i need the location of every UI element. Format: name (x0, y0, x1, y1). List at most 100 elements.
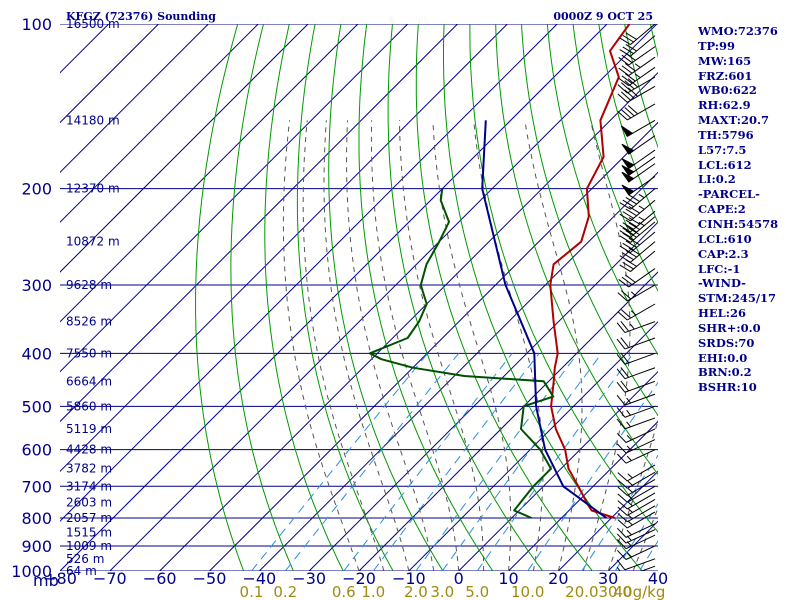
wind-barb (617, 499, 656, 516)
wind-barb-staff (630, 24, 656, 45)
isotherm-line (308, 221, 658, 571)
wind-barb-full-flag (621, 276, 633, 286)
wind-barb-full-flag (621, 65, 633, 74)
mixing-ratio-label: 0.1 (240, 583, 264, 600)
wind-barb-full-flag (628, 227, 640, 236)
temperature-tick-label: −50 (193, 569, 227, 588)
wind-barb-half-flag (626, 397, 631, 404)
wind-barb-full-flag (619, 235, 631, 243)
dry-adiabat-line (415, 24, 594, 571)
wind-barb-half-flag (630, 291, 637, 297)
wind-barb (619, 35, 656, 57)
wind-barb (617, 492, 656, 510)
wind-barb-full-flag (622, 211, 634, 219)
temperature-tick-label: 0 (454, 569, 464, 588)
dry-adiabat-line (495, 24, 658, 476)
wind-barb-full-flag (622, 227, 634, 236)
wind-barb-staff (624, 337, 656, 350)
moist-adiabat-line (432, 120, 512, 571)
wind-barb-staff (625, 439, 656, 454)
moist-adiabat-line (370, 120, 460, 571)
wind-barb (619, 250, 656, 272)
wind-barb-full-flag (620, 367, 630, 378)
parameter-line: LCL:612 (698, 157, 752, 172)
wind-barbs (616, 24, 656, 571)
wind-barb-full-flag (618, 67, 630, 76)
wind-barb-full-flag (628, 247, 640, 255)
wind-barb-staff (624, 393, 656, 406)
pressure-tick-label: 500 (21, 397, 52, 416)
wind-barb-staff (627, 85, 656, 103)
dry-adiabat-line (546, 24, 658, 356)
wind-barb (616, 352, 656, 365)
wind-barb-full-flag (627, 105, 639, 115)
temperature-tick-label: −40 (242, 569, 276, 588)
height-label: 64 m (66, 564, 97, 578)
mixing-ratio-label: 10.0 (511, 583, 544, 600)
wind-barb-full-flag (618, 279, 630, 288)
wind-barb-full-flag (619, 264, 631, 272)
isotherm-line (109, 24, 658, 571)
wind-barb-full-flag (621, 54, 633, 64)
sounding-profiles (368, 24, 631, 519)
wind-barb-full-flag (617, 472, 628, 482)
height-label: 5119 m (66, 422, 112, 436)
pressure-tick-label: 700 (21, 477, 52, 496)
mixing-ratio-label: 40g/kg (614, 583, 666, 600)
wind-barb-staff (627, 485, 656, 503)
dry-adiabat-line (296, 24, 394, 571)
wind-barb-full-flag (628, 222, 640, 230)
wind-barb-full-flag (617, 292, 628, 302)
wind-barb-full-flag (620, 91, 632, 101)
parameter-line: TP:99 (698, 38, 736, 53)
parameter-line: L57:7.5 (698, 142, 747, 157)
wind-barb-staff (627, 103, 656, 121)
wind-barb-full-flag (618, 77, 630, 87)
wind-barb (616, 380, 656, 393)
wind-barb-full-flag (617, 479, 628, 489)
wind-barb (617, 85, 656, 103)
wind-barb-staff (628, 46, 656, 66)
mixing-ratio-line (441, 353, 603, 571)
wind-barb (616, 565, 656, 571)
wind-barb-staff (625, 449, 656, 464)
isotherm-line (60, 24, 508, 473)
wind-barb-full-flag (622, 199, 634, 208)
wind-barb-full-flag (616, 368, 626, 379)
wind-barb-full-flag (625, 225, 637, 233)
wind-barb-full-flag (617, 111, 628, 121)
wind-barb-staff (627, 505, 656, 523)
wind-barb-staff (624, 417, 656, 430)
wind-barb-full-flag (625, 219, 637, 228)
wind-barb-staff (625, 545, 656, 560)
wind-barb-half-flag (626, 529, 632, 536)
wind-barb-full-flag (624, 73, 636, 82)
height-label: 1515 m (66, 525, 112, 539)
mixing-ratio-label: 2.0 (404, 583, 428, 600)
temperature-tick-label: −70 (93, 569, 127, 588)
wind-barb-full-flag (617, 84, 628, 94)
wind-barb (616, 545, 656, 560)
wind-barb (616, 393, 656, 406)
wind-barb-full-flag (620, 380, 630, 392)
mixing-ratio-line (284, 352, 460, 571)
pressure-unit-label: mb (33, 571, 59, 590)
isotherm-line (60, 24, 209, 174)
parameter-line: RH:62.9 (698, 98, 751, 113)
wind-barb-half-flag (638, 216, 645, 221)
wind-barb-full-flag (622, 222, 634, 230)
wind-barb-full-flag (625, 43, 637, 52)
temperature-tick-label: −20 (342, 569, 376, 588)
wind-barb-full-flag (617, 506, 628, 516)
wind-barb-staff (630, 35, 656, 57)
wind-barb-staff (630, 221, 656, 243)
isotherm-line (60, 24, 409, 373)
wind-barb-half-flag (630, 323, 635, 330)
wind-barb-full-flag (625, 250, 637, 258)
parameter-line: SRDS:70 (698, 335, 755, 350)
wind-barb-full-flag (620, 309, 632, 319)
wind-barb-full-flag (617, 93, 628, 103)
height-label: 9628 m (66, 278, 112, 292)
wind-barb (616, 320, 656, 334)
